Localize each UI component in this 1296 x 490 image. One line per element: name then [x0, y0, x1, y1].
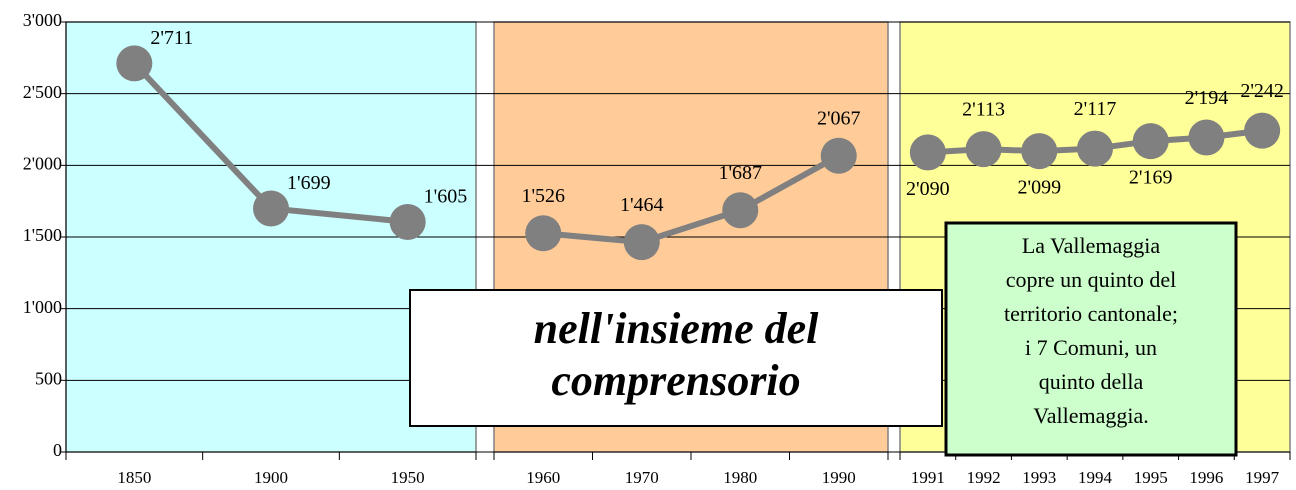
point: [820, 137, 857, 174]
value-label: 1'464: [620, 194, 664, 216]
point: [389, 203, 426, 240]
title-box-text: nell'insieme del: [534, 304, 820, 353]
y-tick-label: 1'500: [23, 225, 62, 245]
x-tick-label: 1950: [391, 468, 425, 487]
value-label: 2'113: [962, 99, 1005, 121]
note-box-text: copre un quinto del: [1006, 267, 1176, 292]
point: [1077, 130, 1113, 167]
x-tick-label: 1994: [1078, 468, 1113, 487]
note-box-text: quinto della: [1039, 369, 1144, 394]
point: [965, 131, 1002, 168]
point: [1021, 133, 1058, 170]
note-box-text: Vallemaggia.: [1033, 403, 1148, 428]
x-tick-label: 1997: [1245, 468, 1280, 487]
x-tick-label: 1992: [967, 468, 1001, 487]
point: [1132, 123, 1169, 160]
value-label: 1'605: [424, 186, 468, 208]
x-tick-label: 1996: [1189, 468, 1223, 487]
x-tick-label: 1995: [1134, 468, 1168, 487]
value-label: 2'711: [150, 27, 193, 49]
title-box: [409, 289, 943, 427]
x-tick-label: 1990: [822, 468, 856, 487]
value-label: 2'117: [1074, 98, 1117, 120]
title-box-text: comprensorio: [551, 356, 800, 405]
x-tick-label: 1850: [117, 468, 151, 487]
y-tick-label: 0: [53, 440, 62, 460]
note-box: [944, 221, 1238, 457]
point: [623, 224, 660, 261]
x-tick-label: 1970: [625, 468, 659, 487]
y-tick-label: 500: [35, 368, 62, 388]
point: [253, 190, 289, 227]
point: [1188, 119, 1225, 156]
value-label: 2'067: [817, 107, 861, 129]
x-tick-label: 1960: [526, 468, 560, 487]
value-label: 1'699: [287, 172, 331, 194]
x-tick-label: 1993: [1022, 468, 1056, 487]
point: [722, 192, 759, 229]
value-label: 2'169: [1129, 167, 1173, 189]
value-label: 2'090: [906, 178, 950, 200]
point: [909, 134, 946, 171]
point: [525, 215, 562, 252]
line: [542, 153, 841, 246]
y-tick-label: 1'000: [23, 297, 62, 317]
value-label: 2'099: [1017, 177, 1061, 199]
note-box-text: La Vallemaggia: [1022, 233, 1160, 258]
x-tick-label: 1900: [254, 468, 288, 487]
note-box-text: i 7 Comuni, un: [1025, 335, 1157, 360]
y-tick-label: 2'500: [23, 82, 62, 102]
value-label: 1'687: [718, 162, 762, 184]
value-label: 2'194: [1185, 87, 1229, 109]
x-tick-label: 1980: [723, 468, 757, 487]
y-tick-label: 3'000: [23, 10, 62, 30]
value-label: 2'242: [1240, 80, 1284, 102]
note-box-text: territorio cantonale;: [1004, 301, 1178, 326]
value-label: 1'526: [521, 185, 565, 207]
point: [116, 45, 153, 82]
y-tick-label: 2'000: [23, 153, 62, 173]
point: [1244, 112, 1281, 149]
x-tick-label: 1991: [911, 468, 945, 487]
